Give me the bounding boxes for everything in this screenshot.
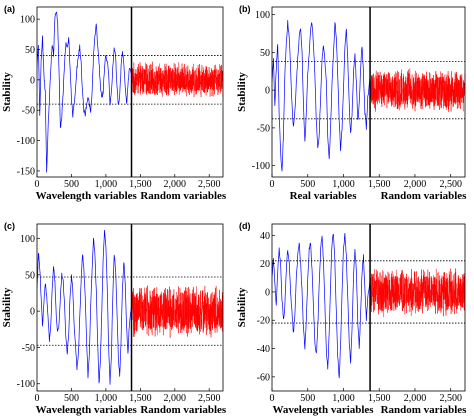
x-tick-label: 1,000 <box>332 393 355 404</box>
x-tick-label: 1,500 <box>129 179 152 190</box>
y-tick-label: -150 <box>17 166 35 177</box>
x-tick-label: 2,000 <box>164 179 187 190</box>
random-variables-series <box>369 68 465 113</box>
panel-tag: (d) <box>239 221 251 231</box>
plot-frame <box>271 223 466 392</box>
y-tick-label: 100 <box>20 15 35 26</box>
x-axis-label-left: Wavelength variables <box>36 404 138 416</box>
wavelength-variables-series <box>272 232 371 379</box>
wavelength-variables-series <box>37 11 132 173</box>
x-axis-label-left: Wavelength variables <box>36 190 138 202</box>
y-tick-label: -100 <box>252 161 270 172</box>
x-tick-label: 500 <box>64 393 79 404</box>
x-tick-label: 0 <box>35 393 40 404</box>
x-tick-label: 500 <box>64 179 79 190</box>
x-axis-label-right: Random variables <box>140 404 227 416</box>
x-tick-label: 0 <box>270 393 275 404</box>
random-variables-series <box>131 285 223 338</box>
x-tick-label: 0 <box>270 179 275 190</box>
y-axis-label: Stability <box>236 72 248 112</box>
x-tick-label: 1,000 <box>95 179 118 190</box>
x-tick-label: 1,000 <box>95 393 118 404</box>
y-tick-label: 100 <box>20 234 35 245</box>
x-axis-label-right: Random variables <box>140 190 227 202</box>
random-variables-series <box>131 61 223 98</box>
y-tick-label: -40 <box>257 344 270 355</box>
x-tick-label: 1,000 <box>332 179 355 190</box>
y-tick-label: 50 <box>25 45 35 56</box>
x-axis-label-left: Wavelength variables <box>272 404 374 416</box>
y-tick-label: 50 <box>25 270 35 281</box>
x-tick-label: 2,500 <box>439 393 462 404</box>
panel-tag: (b) <box>239 4 251 14</box>
plot-frame <box>271 6 466 178</box>
y-tick-label: -20 <box>257 316 270 327</box>
plot-frame <box>36 6 224 178</box>
x-tick-label: 2,500 <box>198 393 221 404</box>
x-tick-label: 2,000 <box>164 393 187 404</box>
x-tick-label: 2,000 <box>404 393 427 404</box>
y-tick-label: 50 <box>260 48 270 59</box>
y-tick-label: 0 <box>30 307 35 318</box>
y-tick-label: -50 <box>257 123 270 134</box>
y-tick-label: 0 <box>30 75 35 86</box>
wavelength-variables-series <box>272 20 371 172</box>
panel-tag: (c) <box>4 221 15 231</box>
x-axis-label-right: Random variables <box>381 404 468 416</box>
y-tick-label: -50 <box>22 343 35 354</box>
wavelength-variables-series <box>37 230 132 385</box>
x-tick-label: 500 <box>300 393 315 404</box>
x-tick-label: 1,500 <box>368 393 391 404</box>
plot-frame <box>36 223 224 392</box>
y-tick-label: 100 <box>255 10 270 21</box>
x-tick-label: 1,500 <box>129 393 152 404</box>
y-tick-label: -100 <box>17 136 35 147</box>
x-tick-label: 2,500 <box>439 179 462 190</box>
x-tick-label: 2,500 <box>198 179 221 190</box>
y-axis-label: Stability <box>1 72 13 112</box>
y-tick-label: -60 <box>257 372 270 383</box>
panel-tag: (a) <box>4 4 15 14</box>
random-variables-series <box>369 268 465 318</box>
y-tick-label: -50 <box>22 106 35 117</box>
y-tick-label: 0 <box>265 86 270 97</box>
x-tick-label: 1,500 <box>368 179 391 190</box>
x-tick-label: 0 <box>35 179 40 190</box>
y-axis-label: Stability <box>236 287 248 327</box>
x-tick-label: 500 <box>300 179 315 190</box>
x-tick-label: 2,000 <box>404 179 427 190</box>
y-tick-label: -100 <box>17 379 35 390</box>
x-axis-label-left: Real variables <box>290 190 358 202</box>
y-axis-label: Stability <box>1 287 13 327</box>
x-axis-label-right: Random variables <box>381 190 468 202</box>
y-tick-label: 20 <box>260 259 270 270</box>
y-tick-label: 0 <box>265 287 270 298</box>
y-tick-label: 40 <box>260 231 270 242</box>
